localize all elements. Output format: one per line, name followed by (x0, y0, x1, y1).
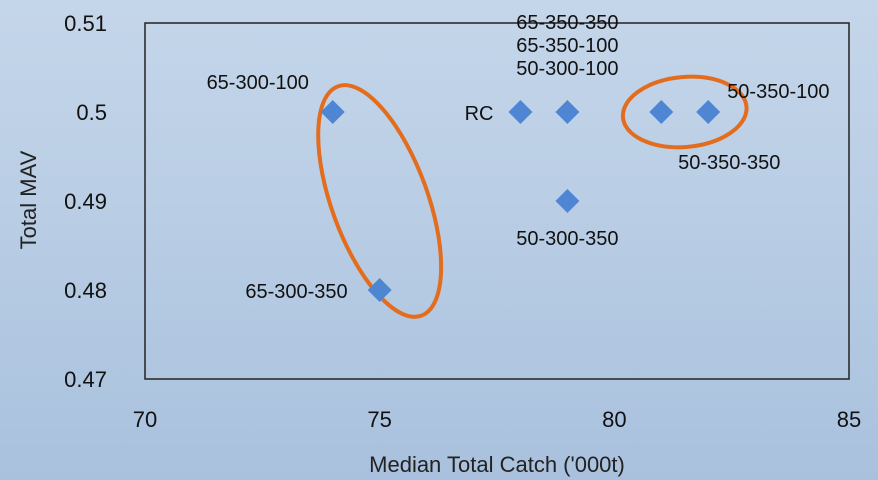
data-point (320, 100, 345, 124)
point-label: 50-300-100 (516, 58, 618, 80)
y-tick-label: 0.51 (64, 11, 107, 36)
data-point (508, 100, 533, 124)
y-tick-label: 0.48 (64, 278, 107, 303)
x-tick-label: 85 (837, 407, 861, 432)
point-label: 65-350-350 (516, 12, 618, 34)
point-label: RC (465, 103, 494, 125)
highlight-ellipse-group-65-300 (316, 83, 444, 319)
y-tick-label: 0.47 (64, 367, 107, 392)
point-label: 50-300-350 (516, 228, 618, 250)
data-point (367, 278, 392, 302)
x-tick-label: 75 (367, 407, 391, 432)
data-point (696, 100, 721, 124)
data-point (555, 189, 580, 213)
data-point (649, 100, 674, 124)
x-axis-title: Median Total Catch ('000t) (369, 452, 625, 477)
point-label: 50-350-100 (727, 81, 829, 103)
y-tick-label: 0.49 (64, 189, 107, 214)
plot-area (144, 22, 850, 380)
point-label: 65-300-350 (245, 281, 347, 303)
data-point (555, 100, 580, 124)
point-label: 65-350-100 (516, 35, 618, 57)
x-tick-label: 80 (602, 407, 626, 432)
highlight-ellipse-group-50-350 (620, 74, 749, 150)
point-label: 50-350-350 (678, 152, 780, 174)
y-axis-title: Total MAV (16, 150, 41, 249)
x-tick-label: 70 (133, 407, 157, 432)
y-tick-label: 0.5 (76, 100, 107, 125)
point-label: 65-300-100 (207, 72, 309, 94)
